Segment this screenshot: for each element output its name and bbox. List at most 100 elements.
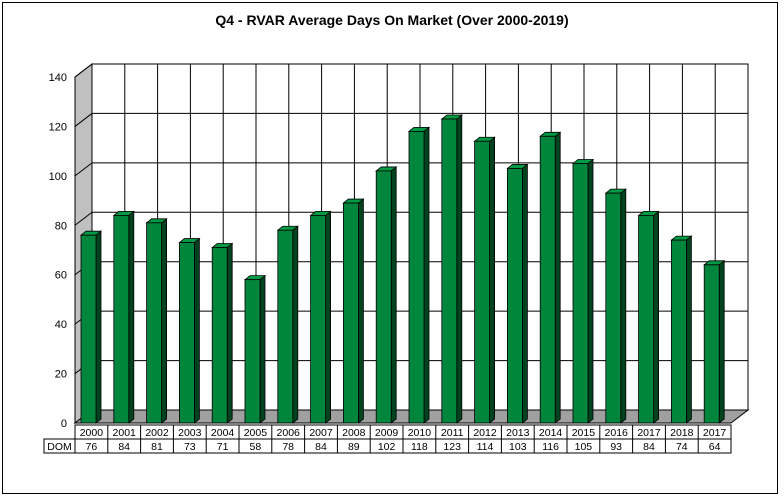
x-tick-label: 2012 bbox=[473, 427, 497, 439]
data-label: 103 bbox=[509, 441, 527, 453]
bar bbox=[178, 237, 201, 424]
x-tick-label: 2014 bbox=[539, 427, 563, 439]
bar-front bbox=[638, 214, 654, 424]
bar-side bbox=[161, 217, 168, 424]
bar bbox=[112, 210, 135, 424]
bar-front bbox=[146, 222, 163, 424]
bar-front bbox=[408, 130, 425, 424]
bar-side bbox=[357, 198, 364, 424]
gridline-left-wall bbox=[74, 162, 93, 177]
bar bbox=[473, 136, 496, 424]
bar bbox=[670, 235, 693, 424]
data-label: 84 bbox=[315, 441, 327, 453]
bar-front bbox=[244, 279, 261, 424]
data-label: 105 bbox=[575, 441, 593, 453]
data-label: 102 bbox=[378, 441, 396, 453]
data-label: 116 bbox=[542, 441, 559, 453]
x-tick-label: 2010 bbox=[408, 427, 432, 439]
y-tick-label: 100 bbox=[49, 171, 67, 183]
y-axis-ticks: 0 20 40 60 80 100 120 140 bbox=[49, 72, 67, 430]
bar-front bbox=[671, 239, 687, 424]
bar-side bbox=[95, 230, 102, 424]
data-table: DOM 2000 76 2001 84 2002 81 2003 73 2004 71 2005 58 2… bbox=[43, 424, 732, 454]
bars bbox=[79, 114, 726, 424]
bar-front bbox=[113, 214, 130, 424]
data-label: 78 bbox=[282, 441, 294, 453]
data-label: 71 bbox=[217, 441, 229, 453]
bar-side bbox=[489, 136, 496, 424]
bar-side bbox=[128, 210, 135, 424]
data-label: 58 bbox=[250, 441, 262, 453]
y-tick-label: 80 bbox=[55, 220, 67, 232]
bar-front bbox=[211, 247, 228, 424]
bar-front bbox=[539, 135, 556, 424]
data-label: 114 bbox=[477, 441, 494, 453]
y-tick-label: 120 bbox=[49, 121, 67, 133]
x-tick-label: 2001 bbox=[113, 427, 137, 439]
bar bbox=[703, 259, 726, 424]
x-tick-label: 2006 bbox=[277, 427, 301, 439]
gridline-left-wall bbox=[74, 113, 93, 127]
data-label: 123 bbox=[443, 441, 461, 453]
gridlines bbox=[74, 63, 749, 410]
bar-side bbox=[587, 158, 594, 424]
bar-front bbox=[310, 214, 327, 424]
bar-side bbox=[456, 114, 463, 424]
data-label: 89 bbox=[348, 441, 360, 453]
data-label: 84 bbox=[118, 441, 130, 453]
x-tick-label: 2002 bbox=[145, 427, 169, 439]
x-tick-label: 2003 bbox=[178, 427, 202, 439]
bar bbox=[145, 217, 168, 424]
x-tick-label: 2013 bbox=[506, 427, 530, 439]
bar bbox=[571, 158, 595, 424]
x-tick-label: 2005 bbox=[244, 427, 268, 439]
bar bbox=[375, 166, 398, 424]
x-tick-label: 2008 bbox=[342, 427, 366, 439]
bar bbox=[440, 114, 463, 424]
data-label: 73 bbox=[184, 441, 196, 453]
bar-front bbox=[572, 163, 589, 424]
data-label: 64 bbox=[709, 441, 721, 453]
bar-front bbox=[178, 242, 195, 424]
bar-side bbox=[226, 242, 233, 424]
x-tick-label: 2017 bbox=[637, 427, 661, 439]
y-tick-label: 60 bbox=[55, 270, 67, 282]
bar-front bbox=[474, 140, 491, 424]
bar bbox=[342, 198, 365, 424]
bar-front bbox=[277, 229, 294, 424]
bar-front bbox=[80, 234, 97, 424]
bar bbox=[211, 242, 234, 424]
bar bbox=[506, 163, 529, 424]
bar-side bbox=[390, 166, 397, 424]
chart-title: Q4 - RVAR Average Days On Market (Over 2… bbox=[215, 12, 569, 28]
bar-front bbox=[703, 264, 720, 424]
x-tick-label: 2017 bbox=[703, 427, 727, 439]
y-tick-label: 40 bbox=[55, 319, 67, 331]
bar bbox=[309, 210, 332, 424]
bar-side bbox=[718, 259, 725, 424]
bar-front bbox=[441, 118, 458, 424]
data-label: 84 bbox=[643, 441, 655, 453]
x-tick-label: 2015 bbox=[572, 427, 596, 439]
series-label: DOM bbox=[47, 441, 72, 453]
bar bbox=[276, 225, 299, 424]
bar-side bbox=[259, 274, 266, 424]
bar bbox=[604, 188, 627, 424]
bar-side bbox=[620, 188, 627, 424]
x-tick-label: 2009 bbox=[375, 427, 399, 439]
bar bbox=[243, 274, 267, 424]
x-tick-label: 2011 bbox=[441, 427, 464, 439]
data-label: 118 bbox=[411, 441, 428, 453]
bar-side bbox=[423, 126, 430, 424]
gridline-left-wall bbox=[74, 211, 93, 226]
bar bbox=[79, 230, 103, 424]
bar-front bbox=[375, 170, 392, 424]
bar-front bbox=[506, 168, 523, 424]
y-tick-label: 0 bbox=[61, 418, 67, 430]
bar-side bbox=[522, 163, 528, 424]
bar bbox=[407, 126, 431, 424]
y-tick-label: 20 bbox=[55, 369, 67, 381]
x-tick-label: 2007 bbox=[309, 427, 333, 439]
bar bbox=[637, 210, 660, 424]
